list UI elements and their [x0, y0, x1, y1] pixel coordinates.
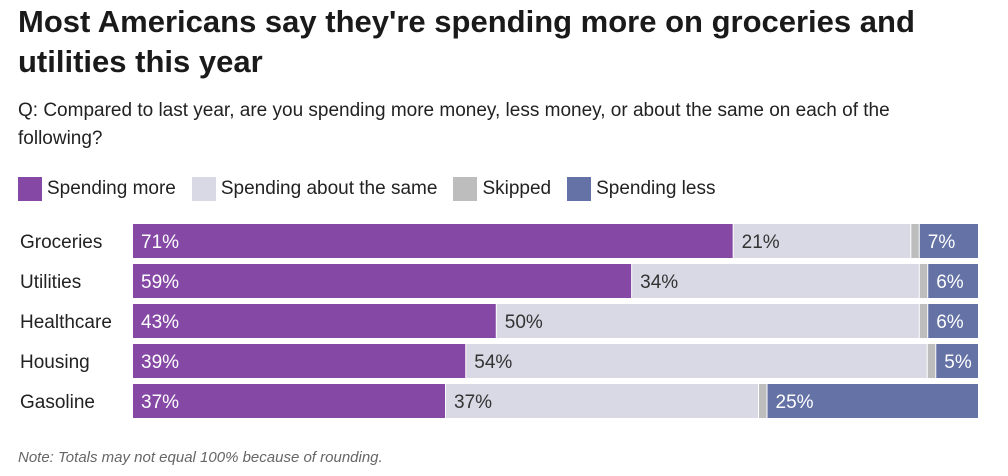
data-label-spending-more-healthcare: 43%	[141, 312, 179, 333]
data-label-spending-less-healthcare: 6%	[936, 312, 964, 333]
legend-item-skipped: Skipped	[453, 177, 551, 201]
bar-spending-more-healthcare	[133, 304, 496, 338]
bar-skipped-utilities	[919, 264, 928, 298]
legend-swatch-skipped	[453, 177, 478, 201]
category-label-gasoline: Gasoline	[20, 392, 95, 413]
legend-item-spending-less: Spending less	[567, 177, 715, 201]
data-label-spending-about-the-same-utilities: 34%	[640, 272, 678, 293]
category-label-housing: Housing	[20, 352, 90, 373]
bar-spending-about-the-same-housing	[466, 344, 927, 378]
bar-spending-less-healthcare	[928, 304, 978, 338]
data-label-spending-more-housing: 39%	[141, 352, 179, 373]
category-label-healthcare: Healthcare	[20, 312, 112, 333]
footnote: Note: Totals may not equal 100% because …	[18, 449, 383, 466]
data-label-spending-more-groceries: 71%	[141, 232, 179, 253]
data-label-spending-about-the-same-gasoline: 37%	[454, 392, 492, 413]
bar-spending-about-the-same-utilities	[632, 264, 919, 298]
bar-spending-about-the-same-groceries	[733, 224, 911, 258]
legend-label: Skipped	[482, 178, 552, 199]
bar-spending-about-the-same-gasoline	[446, 384, 759, 418]
category-label-groceries: Groceries	[20, 232, 102, 253]
bar-skipped-housing	[927, 344, 936, 378]
data-label-spending-less-gasoline: 25%	[776, 392, 814, 413]
bar-spending-less-gasoline	[767, 384, 978, 418]
data-label-spending-less-housing: 5%	[944, 352, 972, 373]
legend: Spending more Spending about the same Sk…	[18, 176, 731, 202]
bar-spending-less-utilities	[928, 264, 978, 298]
data-label-spending-about-the-same-healthcare: 50%	[505, 312, 543, 333]
legend-item-spending-same: Spending about the same	[191, 177, 438, 201]
bar-spending-more-utilities	[133, 264, 632, 298]
legend-label: Spending less	[596, 178, 716, 199]
data-label-spending-less-groceries: 7%	[928, 232, 956, 253]
bar-spending-less-groceries	[919, 224, 978, 258]
bar-skipped-groceries	[911, 224, 919, 258]
chart-subtitle: Q: Compared to last year, are you spendi…	[18, 100, 890, 149]
bar-spending-less-housing	[936, 344, 978, 378]
bar-spending-about-the-same-healthcare	[496, 304, 919, 338]
bar-skipped-healthcare	[919, 304, 928, 338]
category-label-utilities: Utilities	[20, 272, 81, 293]
legend-label: Spending about the same	[220, 178, 438, 199]
data-label-spending-about-the-same-housing: 54%	[474, 352, 512, 373]
bar-spending-more-gasoline	[133, 384, 446, 418]
legend-item-spending-more: Spending more	[18, 177, 176, 201]
data-label-spending-more-gasoline: 37%	[141, 392, 179, 413]
bar-skipped-gasoline	[759, 384, 767, 418]
legend-swatch-spending-more	[18, 177, 42, 201]
bar-spending-more-groceries	[133, 224, 733, 258]
bar-spending-more-housing	[133, 344, 466, 378]
stacked-bar-chart: Groceries 71% 21% 7% Utilities 59% 34% 6% Health…	[20, 224, 978, 418]
data-label-spending-more-utilities: 59%	[141, 272, 179, 293]
legend-swatch-spending-same	[191, 177, 216, 201]
data-label-spending-about-the-same-groceries: 21%	[742, 232, 780, 253]
chart-title: Most Americans say they're spending more…	[18, 4, 915, 79]
legend-label: Spending more	[47, 178, 176, 199]
legend-swatch-spending-less	[567, 177, 592, 201]
data-label-spending-less-utilities: 6%	[936, 272, 964, 293]
